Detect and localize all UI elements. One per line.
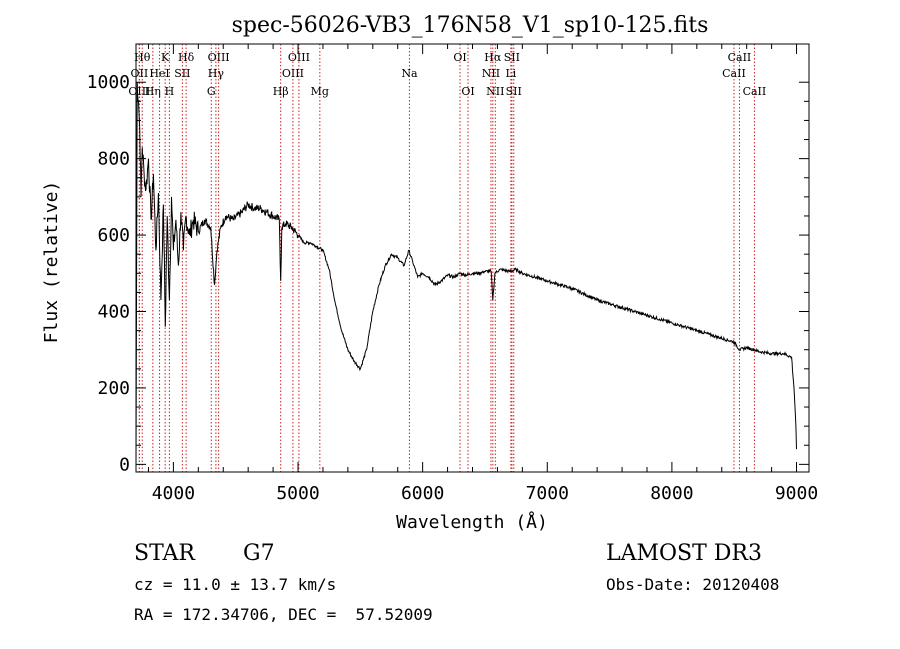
line-label: K	[161, 51, 170, 64]
survey-name: LAMOST DR3	[606, 541, 762, 566]
object-class: STAR	[134, 541, 196, 566]
spectral-line-labels: HθOIIOIIIHηHeIKHSIIHδGHγOIIIHβOIIIOIIIMg…	[128, 51, 766, 98]
line-label: CaII	[722, 67, 746, 80]
y-tick-label: 800	[97, 149, 130, 170]
object-subclass: G7	[243, 541, 275, 566]
line-label: Hδ	[178, 51, 195, 64]
line-label: OI	[461, 85, 474, 98]
flux-spectrum-line	[135, 82, 797, 465]
line-label: SII	[504, 51, 520, 64]
plot-frame	[135, 43, 810, 473]
line-label: Mg	[311, 85, 329, 98]
x-tick-label: 4000	[152, 483, 195, 504]
line-label: Hγ	[208, 67, 225, 80]
x-tick-label: 9000	[775, 483, 818, 504]
line-label: NII	[486, 85, 504, 98]
line-label: NII	[482, 67, 500, 80]
line-label: OIII	[128, 85, 150, 98]
line-label: Hη	[145, 85, 161, 98]
x-axis-label: Wavelength (Å)	[396, 511, 548, 533]
y-tick-label: 600	[97, 225, 130, 246]
line-label: HeI	[149, 67, 169, 80]
y-tick-label: 0	[119, 454, 130, 475]
x-tick-label: 8000	[650, 483, 693, 504]
y-axis-ticks: 0 200 400 600 800 1000	[87, 72, 809, 475]
line-label: OI	[453, 51, 466, 64]
line-label: OII	[131, 67, 149, 80]
x-tick-label: 7000	[526, 483, 569, 504]
line-label: H	[165, 85, 175, 98]
line-label: OIII	[288, 51, 310, 64]
y-tick-label: 400	[97, 302, 130, 323]
line-label: OIII	[282, 67, 304, 80]
y-axis-label: Flux (relative)	[41, 181, 62, 344]
y-tick-label: 200	[97, 378, 130, 399]
line-label: OIII	[208, 51, 230, 64]
x-axis-ticks: 4000 5000 6000 7000 8000 9000	[147, 44, 818, 504]
line-label: G	[207, 85, 216, 98]
line-label: SII	[506, 85, 522, 98]
line-label: Hθ	[134, 51, 151, 64]
line-label: Hα	[484, 51, 502, 64]
line-label: Li	[505, 67, 516, 80]
line-label: Na	[401, 67, 418, 80]
spectral-line-markers	[138, 44, 755, 472]
chart-title: spec-56026-VB3_176N58_V1_sp10-125.fits	[232, 13, 709, 38]
sky-coordinates: RA = 172.34706, DEC = 57.52009	[134, 605, 433, 624]
redshift-velocity: cz = 11.0 ± 13.7 km/s	[134, 575, 336, 594]
observation-date: Obs-Date: 20120408	[606, 575, 779, 594]
line-label: Hβ	[273, 85, 289, 98]
line-label: CaII	[728, 51, 752, 64]
line-label: CaII	[743, 85, 767, 98]
x-tick-label: 5000	[276, 483, 319, 504]
line-label: SII	[174, 67, 190, 80]
y-tick-label: 1000	[87, 72, 130, 93]
x-tick-label: 6000	[401, 483, 444, 504]
